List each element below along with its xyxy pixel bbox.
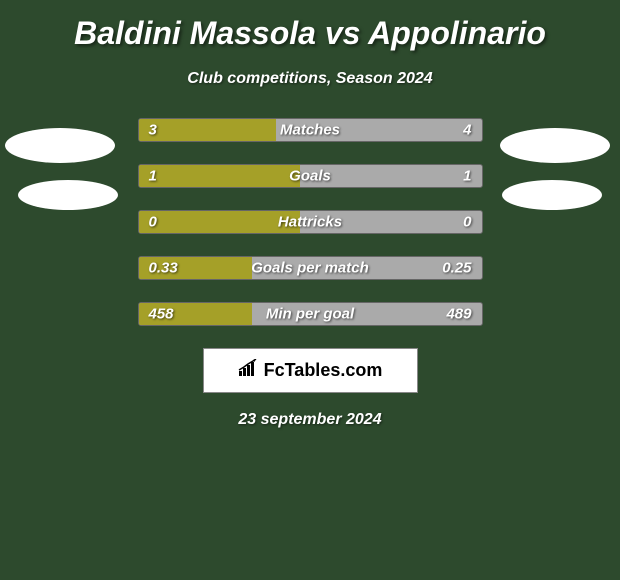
stat-label: Matches xyxy=(139,122,482,139)
brand-logo: FcTables.com xyxy=(238,359,383,382)
date-text: 23 september 2024 xyxy=(0,411,620,429)
avatar-right-2 xyxy=(502,180,602,210)
subtitle: Club competitions, Season 2024 xyxy=(0,70,620,88)
avatar-left-1 xyxy=(5,128,115,163)
brand-text: FcTables.com xyxy=(264,360,383,381)
page-title: Baldini Massola vs Appolinario xyxy=(0,0,620,52)
stat-label: Goals xyxy=(139,168,482,185)
stat-row: 1Goals1 xyxy=(138,164,483,188)
value-right: 0.25 xyxy=(442,260,471,277)
brand-logo-box[interactable]: FcTables.com xyxy=(203,348,418,393)
value-right: 4 xyxy=(463,122,471,139)
chart-icon xyxy=(238,359,260,382)
stat-row: 0Hattricks0 xyxy=(138,210,483,234)
comparison-content: 3Matches4 1Goals1 0Hattricks0 0.33Goals per… xyxy=(0,118,620,429)
stat-label: Goals per match xyxy=(139,260,482,277)
value-right: 0 xyxy=(463,214,471,231)
avatar-left-2 xyxy=(18,180,118,210)
value-right: 1 xyxy=(463,168,471,185)
stat-row: 0.33Goals per match0.25 xyxy=(138,256,483,280)
avatar-right-1 xyxy=(500,128,610,163)
stat-row: 3Matches4 xyxy=(138,118,483,142)
stat-rows: 3Matches4 1Goals1 0Hattricks0 0.33Goals per… xyxy=(138,118,483,326)
stat-label: Hattricks xyxy=(139,214,482,231)
stat-label: Min per goal xyxy=(139,306,482,323)
value-right: 489 xyxy=(446,306,471,323)
stat-row: 458Min per goal489 xyxy=(138,302,483,326)
